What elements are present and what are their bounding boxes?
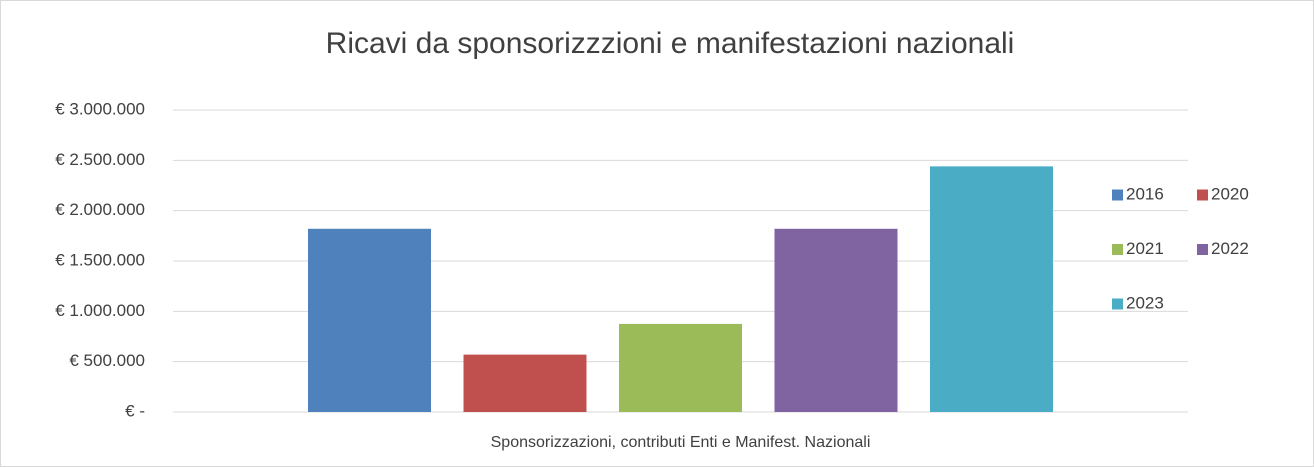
- chart-title: Ricavi da sponsorizzzioni e manifestazio…: [326, 27, 1015, 60]
- bar: [308, 228, 431, 412]
- y-tick-label: € -: [125, 401, 145, 420]
- y-tick-label: € 1.000.000: [55, 301, 145, 320]
- y-tick-label: € 1.500.000: [55, 250, 145, 269]
- bar: [463, 354, 587, 412]
- y-tick-label: € 2.000.000: [55, 200, 145, 219]
- y-tick-label: € 2.500.000: [55, 150, 145, 169]
- y-tick-label: € 3.000.000: [55, 99, 145, 118]
- x-tick-label: Sponsorizzazioni, contributi Enti e Mani…: [491, 434, 871, 451]
- legend-label: 2022: [1211, 239, 1249, 258]
- bar: [619, 323, 742, 412]
- legend-label: 2016: [1126, 184, 1164, 203]
- bar: [774, 228, 898, 412]
- legend-swatch: [1112, 244, 1123, 255]
- legend-label: 2023: [1126, 293, 1164, 312]
- legend-label: 2021: [1126, 239, 1164, 258]
- legend-swatch: [1112, 298, 1123, 310]
- legend-swatch: [1112, 189, 1123, 201]
- y-tick-label: € 500.000: [69, 351, 145, 370]
- legend-swatch: [1197, 189, 1208, 201]
- legend-swatch: [1197, 244, 1208, 255]
- legend-label: 2020: [1211, 184, 1249, 203]
- bar: [930, 166, 1053, 412]
